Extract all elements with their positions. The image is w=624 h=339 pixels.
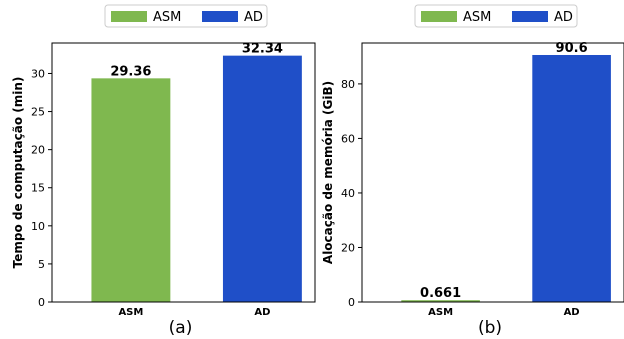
y-axis-label: Tempo de computação (min): [11, 77, 25, 269]
bar-asm: [401, 300, 480, 302]
x-tick-label-ad: AD: [254, 307, 270, 318]
chart-panel-a: ASM AD 29.36 ASM 32.34 AD 0 5 10 15 20 25 30 Tempo de…: [11, 4, 316, 338]
panel-caption: (b): [478, 318, 502, 338]
y-tick-label: 80: [341, 78, 355, 91]
legend: ASM AD: [414, 4, 578, 28]
legend-swatch-ad: [202, 11, 238, 22]
value-label-asm: 0.661: [420, 286, 461, 301]
bar-ad: [222, 55, 302, 302]
bar-ad: [532, 54, 611, 302]
y-tick-label: 20: [341, 241, 355, 254]
bar-asm: [91, 78, 171, 302]
y-tick-label: 60: [341, 132, 355, 145]
value-label-asm: 29.36: [110, 64, 151, 79]
plot-frame: [51, 42, 316, 303]
y-tick-label: 15: [31, 182, 45, 195]
y-tick-label: 0: [38, 296, 45, 309]
y-tick-label: 20: [31, 144, 45, 157]
value-label-ad: 32.34: [242, 42, 283, 57]
y-axis-label: Alocação de memória (GiB): [321, 81, 335, 264]
x-tick-label-asm: ASM: [118, 307, 143, 318]
y-tick-label: 5: [38, 258, 45, 271]
y-tick-label: 25: [31, 106, 45, 119]
plot-frame: [361, 42, 624, 303]
panel-caption: (a): [169, 318, 193, 338]
legend-label-ad: AD: [554, 10, 573, 25]
y-tick-label: 40: [341, 187, 355, 200]
legend-label-asm: ASM: [153, 10, 181, 25]
legend-label-asm: ASM: [463, 10, 491, 25]
y-tick-label: 30: [31, 67, 45, 80]
x-tick-label-asm: ASM: [428, 307, 453, 318]
chart-panel-b: ASM AD 0.661 ASM 90.6 AD 0 20 40 60 80 Alocação de …: [321, 4, 624, 338]
legend-swatch-asm: [421, 11, 457, 22]
legend-label-ad: AD: [244, 10, 263, 25]
legend-swatch-asm: [111, 11, 147, 22]
value-label-ad: 90.6: [556, 41, 588, 56]
y-tick-label: 10: [31, 220, 45, 233]
y-tick-label: 0: [348, 296, 355, 309]
legend: ASM AD: [104, 4, 268, 28]
legend-swatch-ad: [512, 11, 548, 22]
x-tick-label-ad: AD: [564, 307, 580, 318]
